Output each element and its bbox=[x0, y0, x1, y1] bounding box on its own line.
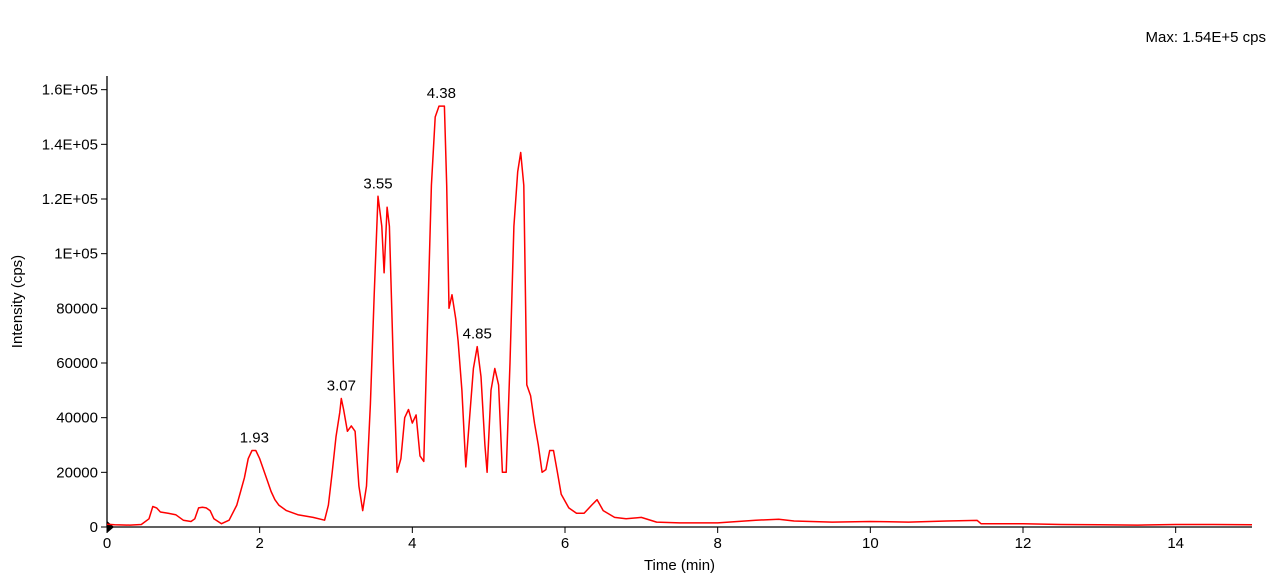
y-tick-label: 1.2E+05 bbox=[42, 191, 98, 208]
x-tick-label: 14 bbox=[1167, 535, 1184, 552]
x-tick-label: 10 bbox=[862, 535, 879, 552]
y-tick-label: 40000 bbox=[56, 410, 98, 427]
y-axis-title: Intensity (cps) bbox=[9, 255, 26, 348]
peak-label: 3.55 bbox=[363, 175, 392, 192]
peak-label: 4.85 bbox=[463, 326, 492, 343]
peak-label: 4.38 bbox=[427, 85, 456, 102]
y-tick-label: 80000 bbox=[56, 300, 98, 317]
peak-label: 1.93 bbox=[240, 429, 269, 446]
x-tick-label: 6 bbox=[561, 535, 569, 552]
x-tick-label: 4 bbox=[408, 535, 416, 552]
chart-peak-labels: 1.93 3.07 3.55 4.38 4.85 bbox=[240, 85, 492, 446]
chart-series bbox=[106, 105, 1253, 526]
origin-marker bbox=[107, 521, 114, 533]
y-tick-label: 1E+05 bbox=[54, 246, 98, 263]
y-tick-label: 60000 bbox=[56, 355, 98, 372]
intensity-line bbox=[106, 105, 1253, 526]
y-tick-label: 1.4E+05 bbox=[42, 136, 98, 153]
x-tick-label: 2 bbox=[255, 535, 263, 552]
y-tick-label: 0 bbox=[90, 519, 98, 536]
peak-label: 3.07 bbox=[327, 378, 356, 395]
x-tick-label: 0 bbox=[103, 535, 111, 552]
chart-axes bbox=[106, 76, 1252, 533]
x-axis-title: Time (min) bbox=[644, 557, 715, 574]
y-tick-label: 20000 bbox=[56, 464, 98, 481]
max-intensity-label: Max: 1.54E+5 cps bbox=[1145, 29, 1266, 46]
x-tick-label: 12 bbox=[1015, 535, 1032, 552]
y-tick-label: 1.6E+05 bbox=[42, 82, 98, 99]
chart-ticks: 0 2 4 6 8 10 12 14 0 20000 40000 60000 80000 1E+05 1.2… bbox=[42, 82, 1184, 552]
x-tick-label: 8 bbox=[713, 535, 721, 552]
